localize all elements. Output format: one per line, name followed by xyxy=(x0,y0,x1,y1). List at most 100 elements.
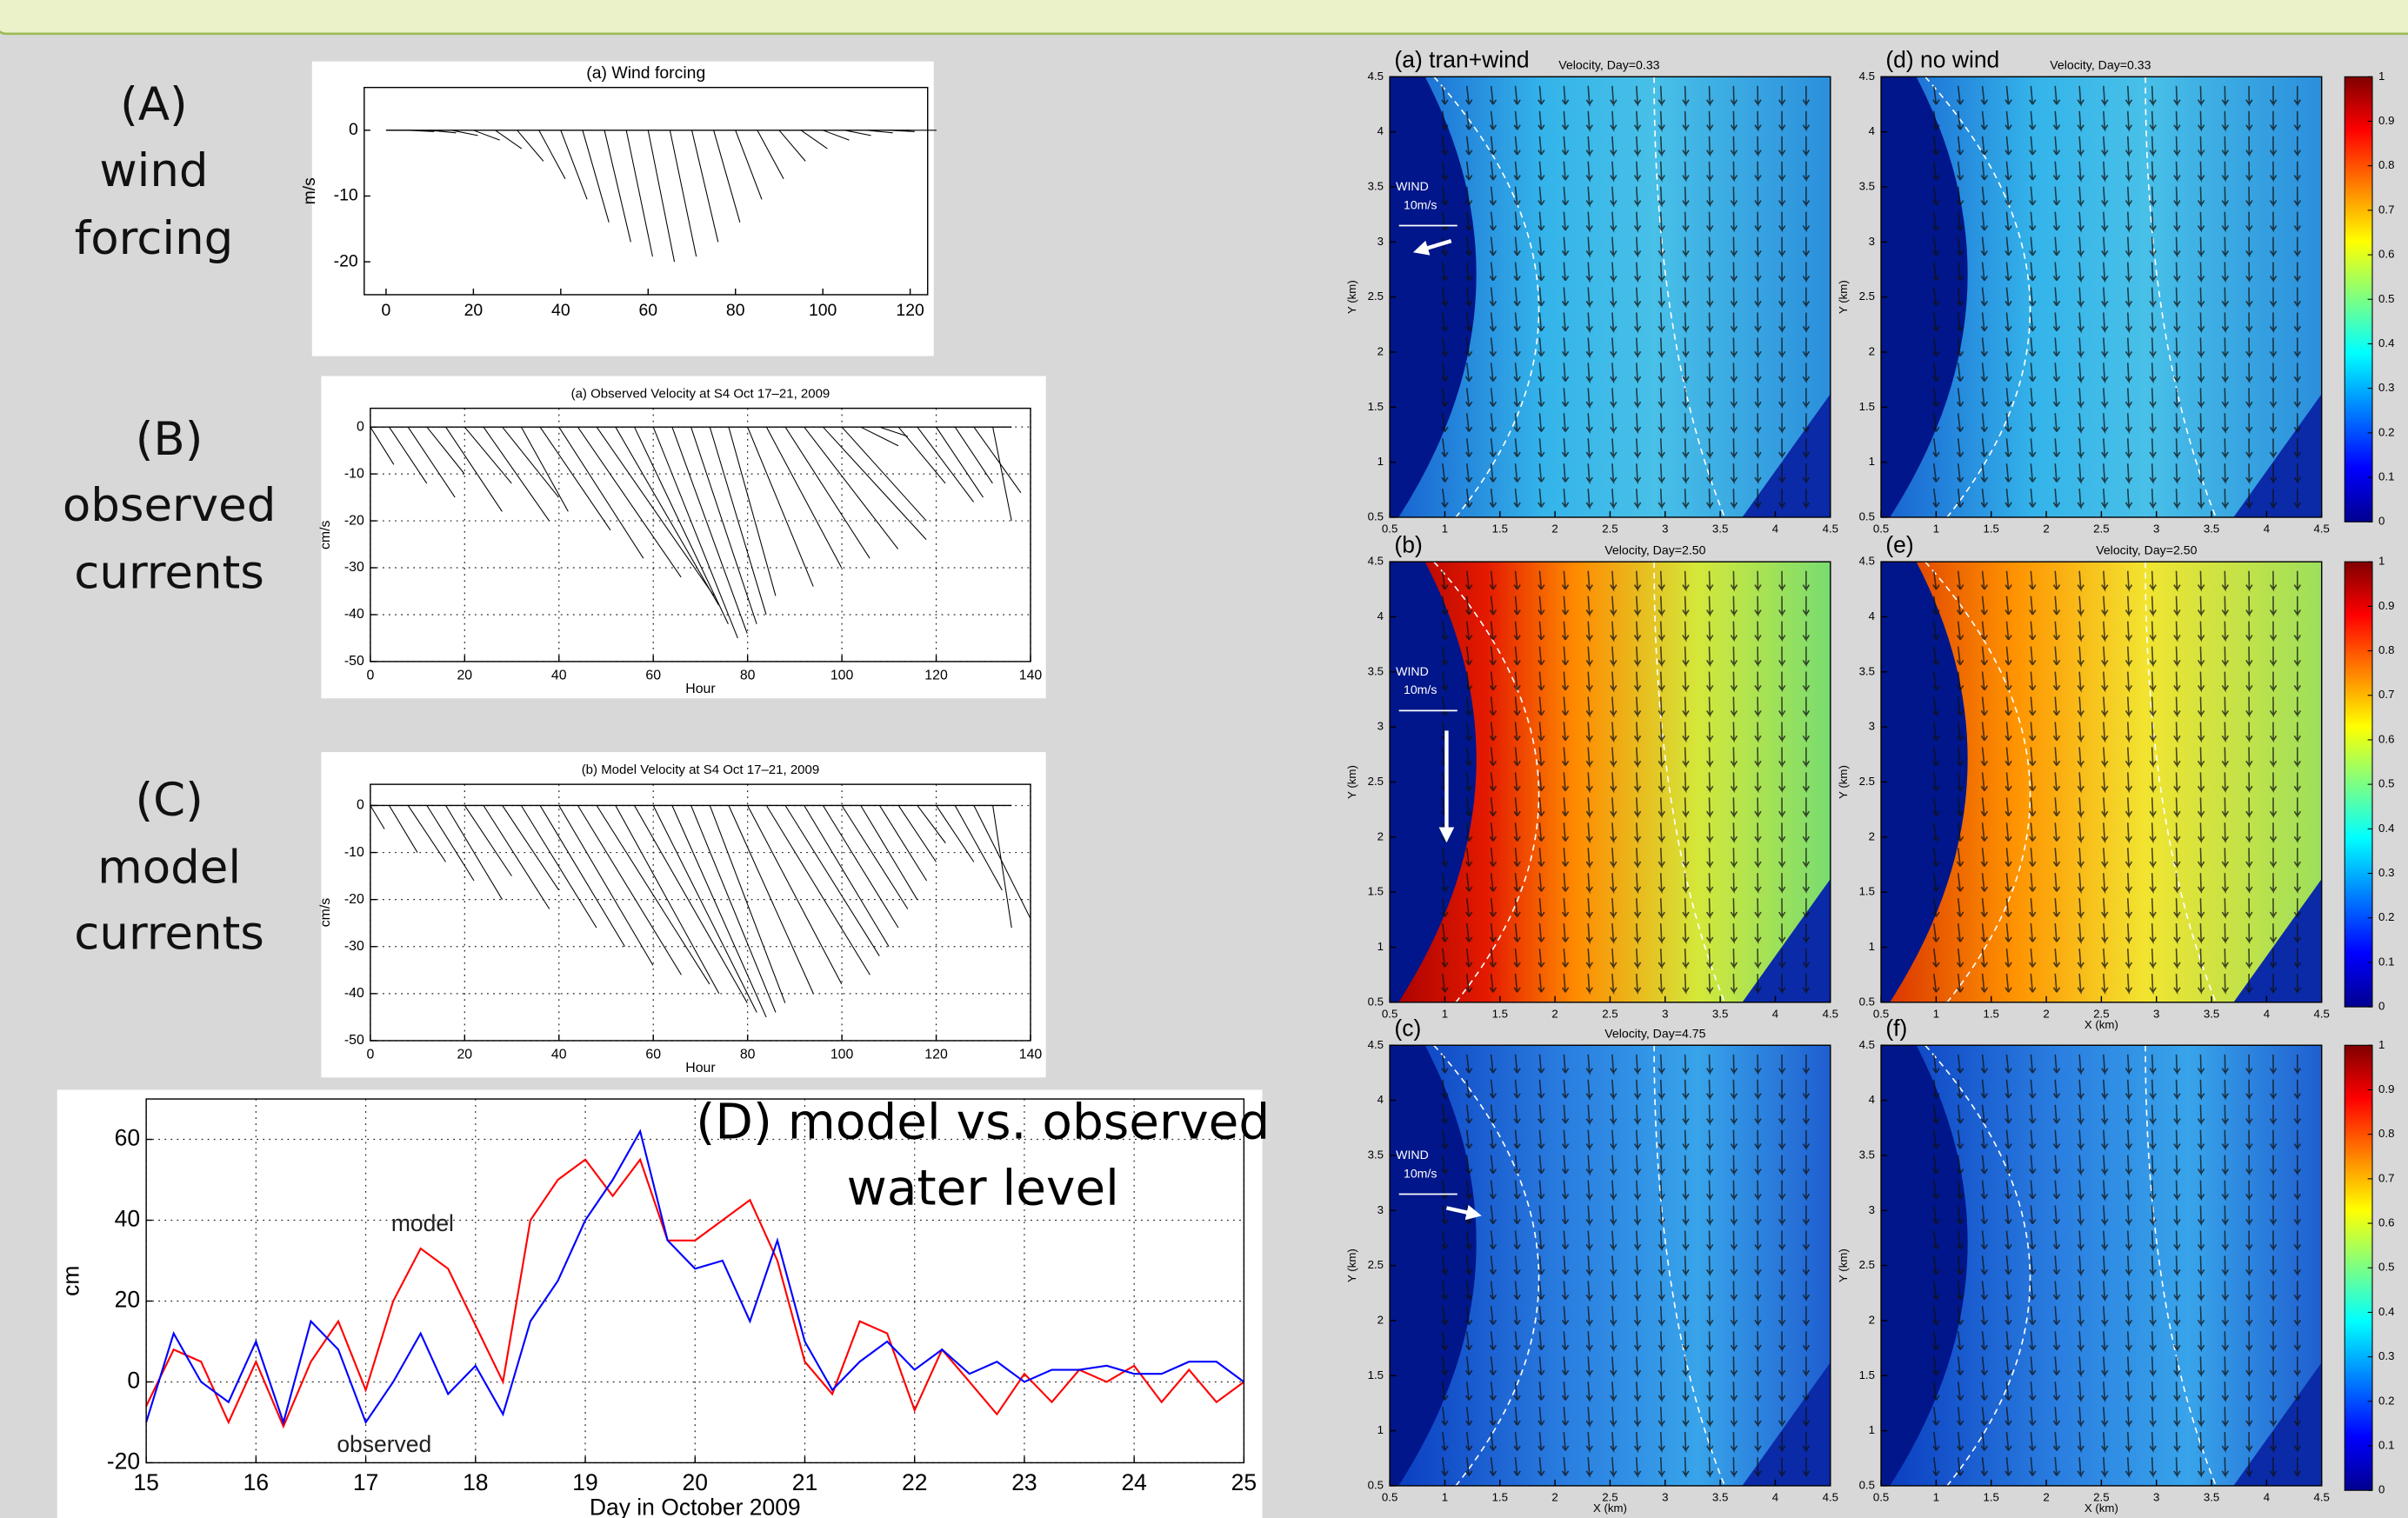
stick xyxy=(757,130,784,180)
x-tick-label: 2 xyxy=(2043,1007,2049,1020)
x-tick-label: 2 xyxy=(1551,1007,1558,1020)
x-tick-label: 24 xyxy=(1121,1469,1146,1495)
stick xyxy=(596,805,710,985)
panel-subtitle: Velocity, Day=2.50 xyxy=(1604,543,1705,557)
stick xyxy=(954,805,1003,891)
stick xyxy=(784,426,870,559)
stick xyxy=(558,426,644,559)
x-tick-label: 23 xyxy=(1011,1469,1037,1495)
y-tick-label: 4.5 xyxy=(1368,70,1384,83)
y-axis-label: m/s xyxy=(300,177,319,204)
y-tick-label: 1.5 xyxy=(1368,1368,1384,1382)
x-tick-label: 3 xyxy=(1662,1491,1668,1504)
y-tick-label: 3.5 xyxy=(1368,664,1384,677)
colorbar-tick-label: 0.2 xyxy=(2378,1394,2394,1407)
stick xyxy=(800,130,828,150)
chart-title: (b) Model Velocity at S4 Oct 17–21, 2009 xyxy=(582,762,820,777)
x-tick-label: 4 xyxy=(2264,1491,2270,1504)
colorbar-tick-label: 0 xyxy=(2378,1483,2385,1496)
y-tick-label: 2 xyxy=(1869,344,1875,357)
stick xyxy=(879,426,909,437)
colorbar-tick-label: 0.4 xyxy=(2378,822,2394,835)
stick xyxy=(784,805,880,956)
y-axis-label: Y (km) xyxy=(1837,765,1850,799)
wind-label: WIND xyxy=(1396,664,1429,678)
y-tick-label: 2 xyxy=(1377,344,1384,357)
land-region xyxy=(1881,77,1968,517)
y-tick-label: -20 xyxy=(344,513,364,528)
x-tick-label: 0.5 xyxy=(1382,523,1397,536)
stick xyxy=(747,426,814,587)
stick xyxy=(445,805,504,900)
stick xyxy=(765,426,843,569)
colorbar-tick-label: 1 xyxy=(2378,555,2385,568)
x-tick-label: 120 xyxy=(924,1047,948,1062)
y-axis-label: Y (km) xyxy=(1837,1248,1850,1282)
stick xyxy=(888,130,915,132)
colorbar-tick-label: 1 xyxy=(2378,1038,2385,1051)
stick xyxy=(647,130,676,263)
x-tick-label: 1.5 xyxy=(1984,1007,1999,1020)
x-tick-label: 1 xyxy=(1442,1007,1448,1020)
x-tick-label: 1 xyxy=(1442,1491,1448,1504)
contour xyxy=(1924,76,2031,518)
y-tick-label: 1 xyxy=(1377,940,1384,953)
series-line xyxy=(145,1157,1245,1429)
panel-title: (f) xyxy=(1885,1015,1907,1042)
x-tick-label: 2.5 xyxy=(1602,1007,1618,1020)
stick xyxy=(728,427,777,596)
velocity-arrows xyxy=(1932,570,2302,995)
x-tick-label: 120 xyxy=(896,301,924,320)
colorbar-tick-label: 0.3 xyxy=(2378,866,2394,879)
stick xyxy=(538,130,566,180)
stick xyxy=(897,805,937,862)
x-tick-label: 25 xyxy=(1231,1469,1257,1495)
y-tick-label: 1.5 xyxy=(1859,400,1875,413)
x-tick-label: 15 xyxy=(133,1469,158,1495)
y-tick-label: 1 xyxy=(1377,455,1384,468)
colorbar-tick-label: 0 xyxy=(2378,515,2385,528)
stick xyxy=(596,426,715,596)
x-tick-label: 1.5 xyxy=(1984,1491,1999,1504)
colorbar-tick-label: 0.7 xyxy=(2378,688,2394,701)
stick xyxy=(860,426,899,447)
panel-title: (a) tran+wind xyxy=(1394,47,1529,73)
x-tick-label: 140 xyxy=(1019,1047,1043,1062)
chart-title: (a) Wind forcing xyxy=(586,63,705,83)
wind-arrow xyxy=(1412,239,1452,256)
y-tick-label: 4.5 xyxy=(1368,555,1384,568)
stick xyxy=(483,805,550,909)
x-tick-label: 1 xyxy=(1933,1491,1939,1504)
stick xyxy=(370,426,395,465)
y-tick-label: 2 xyxy=(1869,829,1875,842)
y-tick-label: -30 xyxy=(344,560,364,575)
y-tick-label: 0 xyxy=(357,798,364,813)
panel-b-box xyxy=(321,376,1046,699)
x-tick-label: 3 xyxy=(2153,1491,2159,1504)
y-tick-label: 3.5 xyxy=(1859,664,1875,677)
x-tick-label: 3.5 xyxy=(2204,523,2219,536)
x-tick-label: 2.5 xyxy=(2093,523,2109,536)
y-axis-label: cm/s xyxy=(318,520,333,549)
plot-frame xyxy=(370,407,1031,662)
x-tick-label: 2 xyxy=(1551,523,1558,536)
x-tick-label: 1.5 xyxy=(1492,523,1508,536)
y-tick-label: 3 xyxy=(1869,235,1875,248)
x-tick-label: 1.5 xyxy=(1492,1491,1508,1504)
colorbar-tick-label: 0.6 xyxy=(2378,732,2394,745)
panel-title: (e) xyxy=(1885,531,1913,557)
y-tick-label: 4 xyxy=(1869,124,1875,137)
x-tick-label: 4 xyxy=(1772,1491,1778,1504)
y-axis-label: Y (km) xyxy=(1345,280,1358,314)
x-tick-label: 60 xyxy=(638,301,657,320)
x-tick-label: 80 xyxy=(740,1047,756,1062)
stick xyxy=(992,805,1012,929)
x-tick-label: 4 xyxy=(2264,1007,2270,1020)
land-region xyxy=(1881,1045,1968,1486)
stick xyxy=(917,805,946,844)
y-tick-label: -10 xyxy=(344,466,364,481)
x-tick-label: 3 xyxy=(1662,523,1668,536)
y-tick-label: 1.5 xyxy=(1859,1368,1875,1382)
x-tick-label: 100 xyxy=(809,301,837,320)
y-tick-label: 2.5 xyxy=(1859,290,1875,303)
